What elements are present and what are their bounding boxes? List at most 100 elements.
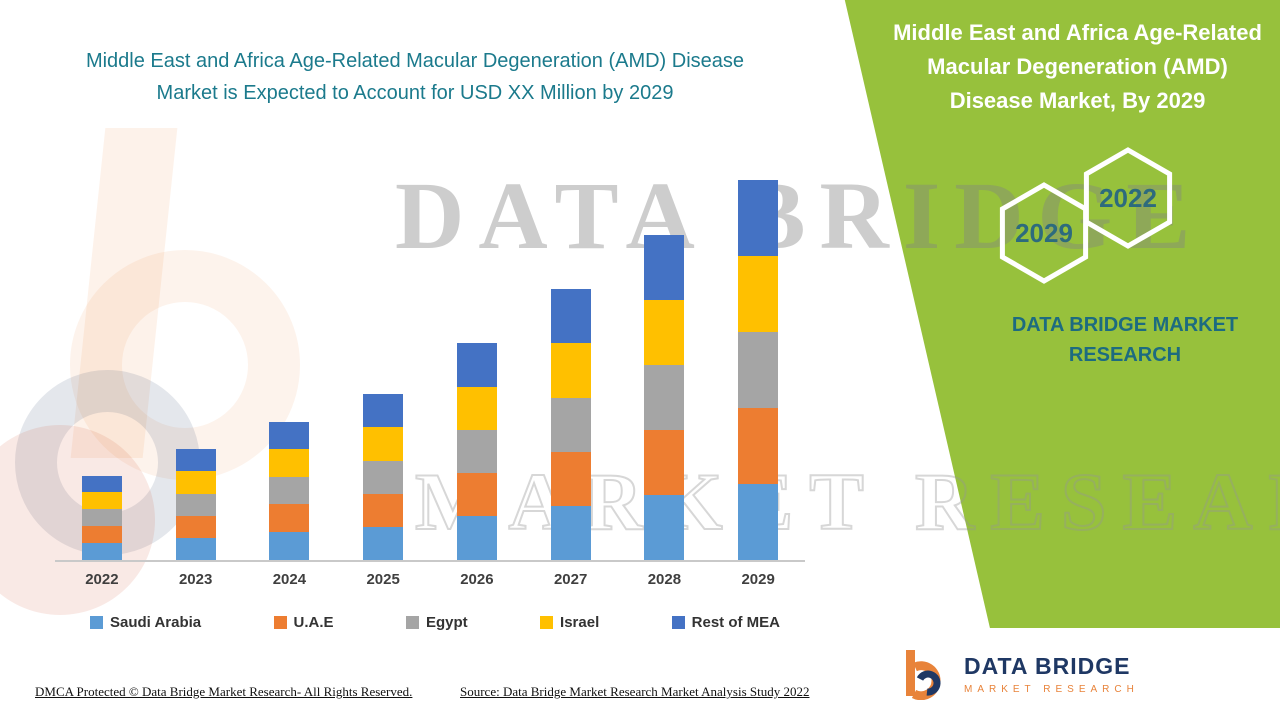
bar-segment-israel — [81, 492, 122, 509]
legend-label: Rest of MEA — [691, 614, 780, 631]
bar-segment-u-a-e — [269, 504, 310, 532]
x-axis-label-2028: 2028 — [647, 571, 682, 588]
logo-subtitle: MARKET RESEARCH — [964, 684, 1139, 695]
logo-box: DATA BRIDGE MARKET RESEARCH — [870, 628, 1280, 720]
legend-swatch — [671, 616, 685, 629]
bar-slot-2025 — [336, 394, 430, 560]
bar-segment-rest-of-mea — [175, 449, 216, 471]
bar-slot-2022 — [55, 476, 149, 560]
bar-segment-saudi-arabia — [738, 484, 779, 560]
bar-segment-u-a-e — [738, 408, 779, 484]
bar-segment-rest-of-mea — [269, 422, 310, 449]
legend-item-egypt: Egypt — [405, 614, 468, 631]
bar-segment-u-a-e — [550, 452, 591, 506]
bar-segment-egypt — [456, 430, 497, 473]
logo-watermark-dot — [0, 425, 155, 615]
bars-row — [55, 170, 805, 562]
bar-segment-u-a-e — [175, 516, 216, 538]
bar-segment-rest-of-mea — [550, 289, 591, 343]
bar-segment-u-a-e — [456, 473, 497, 516]
bar-segment-rest-of-mea — [644, 235, 685, 300]
logo-stem — [906, 650, 915, 696]
bar-segment-israel — [456, 387, 497, 430]
x-axis-label-2022: 2022 — [85, 571, 119, 588]
side-panel-title: Middle East and Africa Age-Related Macul… — [893, 20, 1262, 113]
legend-swatch — [273, 616, 287, 629]
x-axis-label-2029: 2029 — [741, 571, 775, 588]
bar-segment-israel — [738, 256, 779, 332]
bar-segment-egypt — [738, 332, 779, 408]
stacked-bar-2027 — [550, 289, 591, 560]
brand-text: DATA BRIDGE MARKET RESEARCH — [1011, 314, 1239, 366]
bar-segment-egypt — [550, 398, 591, 452]
bar-slot-2026 — [430, 343, 524, 560]
hexagon-2029 — [999, 182, 1089, 284]
legend-item-israel: Israel — [540, 614, 599, 631]
stacked-bar-chart: 2022 2023 2024 2025 2026 2027 2028 2029 — [55, 170, 805, 588]
stacked-bar-2023 — [175, 449, 216, 560]
bar-segment-saudi-arabia — [81, 543, 122, 560]
legend-item-u-a-e: U.A.E — [273, 614, 334, 631]
bar-slot-2028 — [618, 235, 712, 560]
stacked-bar-2024 — [269, 422, 310, 560]
bar-segment-israel — [644, 300, 685, 365]
bar-segment-egypt — [175, 494, 216, 516]
footer-dmca-note: DMCA Protected © Data Bridge Market Rese… — [35, 684, 413, 699]
bar-segment-rest-of-mea — [456, 343, 497, 387]
bar-segment-saudi-arabia — [644, 495, 685, 560]
bar-segment-egypt — [644, 365, 685, 430]
logo-name: DATA BRIDGE — [964, 653, 1131, 679]
bar-segment-rest-of-mea — [738, 180, 779, 256]
bar-segment-saudi-arabia — [456, 516, 497, 560]
legend-swatch — [540, 616, 554, 629]
bar-segment-israel — [175, 471, 216, 494]
legend-label: U.A.E — [293, 614, 334, 631]
bar-segment-u-a-e — [81, 526, 122, 543]
legend-item-saudi-arabia: Saudi Arabia — [90, 614, 201, 631]
bar-slot-2027 — [524, 289, 618, 560]
bar-segment-rest-of-mea — [81, 476, 122, 492]
bar-segment-egypt — [81, 509, 122, 526]
data-bridge-logo-icon — [906, 650, 941, 700]
legend-label: Israel — [560, 614, 600, 631]
hexagon-2022 — [1083, 147, 1173, 249]
legend-label: Egypt — [425, 614, 468, 631]
stacked-bar-2025 — [363, 394, 404, 560]
bar-segment-saudi-arabia — [175, 538, 216, 560]
logo-words: DATA BRIDGE MARKET RESEARCH — [964, 653, 1139, 695]
chart-title: Middle East and Africa Age-Related Macul… — [85, 50, 745, 104]
bar-segment-israel — [550, 343, 591, 398]
bar-segment-saudi-arabia — [550, 506, 591, 560]
hexagon-year-2022: 2022 — [1099, 183, 1157, 213]
bar-slot-2023 — [149, 449, 243, 560]
stacked-bar-2028 — [644, 235, 685, 560]
legend-label: Saudi Arabia — [110, 614, 202, 631]
legend-swatch — [405, 616, 419, 629]
bar-segment-u-a-e — [363, 494, 404, 527]
bar-segment-israel — [269, 449, 310, 477]
stacked-bar-2029 — [738, 180, 779, 560]
bar-segment-saudi-arabia — [269, 532, 310, 560]
chart-legend: Saudi Arabia U.A.E Egypt Israel Rest of MEA — [90, 614, 780, 631]
bar-segment-egypt — [363, 461, 404, 494]
stacked-bar-2026 — [456, 343, 497, 560]
bar-slot-2024 — [243, 422, 337, 560]
hexagon-year-2029: 2029 — [1015, 218, 1073, 248]
stacked-bar-2022 — [81, 476, 122, 560]
watermark-text-data-bridge: DATA BRIDGE — [395, 162, 1205, 269]
hexagon-badges: 2022 2029 — [999, 147, 1173, 284]
x-axis-label-2027: 2027 — [553, 571, 588, 588]
legend-swatch — [90, 616, 103, 629]
footer-source-note: Source: Data Bridge Market Research Mark… — [460, 684, 810, 699]
bar-segment-u-a-e — [644, 430, 685, 495]
x-axis-label-2024: 2024 — [272, 571, 307, 588]
logo-swirl — [916, 670, 941, 696]
bar-segment-saudi-arabia — [363, 527, 404, 560]
legend-item-rest-of-mea: Rest of MEA — [671, 614, 780, 631]
x-axis-labels-row: 2022 2023 2024 2025 2026 2027 2028 2029 — [55, 562, 805, 588]
x-axis-label-2025: 2025 — [366, 571, 400, 588]
bar-slot-2029 — [711, 180, 805, 560]
x-axis-label-2023: 2023 — [178, 571, 213, 588]
bar-segment-egypt — [269, 477, 310, 504]
